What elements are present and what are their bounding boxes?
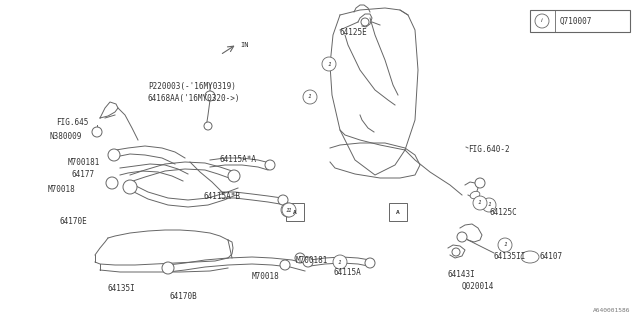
Text: 1: 1	[286, 207, 290, 212]
Text: M70018: M70018	[252, 272, 280, 281]
Text: 64143I: 64143I	[448, 270, 476, 279]
Text: 64125C: 64125C	[490, 208, 518, 217]
Text: 64107: 64107	[540, 252, 563, 261]
Text: FIG.645: FIG.645	[56, 118, 88, 127]
Text: 64177: 64177	[72, 170, 95, 179]
Circle shape	[162, 262, 174, 274]
Circle shape	[123, 180, 137, 194]
Circle shape	[303, 90, 317, 104]
Text: A: A	[396, 210, 400, 214]
Text: Q020014: Q020014	[462, 282, 494, 291]
Circle shape	[473, 196, 487, 210]
Text: 1: 1	[487, 203, 491, 207]
Text: 64115A*A: 64115A*A	[220, 155, 257, 164]
Circle shape	[108, 149, 120, 161]
Text: M700181: M700181	[68, 158, 100, 167]
Text: M70018: M70018	[48, 185, 76, 194]
Circle shape	[361, 18, 369, 26]
Circle shape	[228, 170, 240, 182]
Text: 64135II: 64135II	[494, 252, 526, 261]
Circle shape	[265, 160, 275, 170]
Circle shape	[106, 177, 118, 189]
FancyBboxPatch shape	[530, 10, 630, 32]
Circle shape	[475, 178, 485, 188]
Text: 64115A: 64115A	[334, 268, 362, 277]
Text: 1: 1	[338, 260, 342, 265]
Circle shape	[498, 238, 512, 252]
Circle shape	[278, 195, 288, 205]
Circle shape	[452, 248, 460, 256]
Text: 64125E: 64125E	[340, 28, 368, 37]
Circle shape	[365, 258, 375, 268]
Text: A640001586: A640001586	[593, 308, 630, 313]
Text: 64115A*B: 64115A*B	[204, 192, 241, 201]
Text: P220003(-'16MY0319): P220003(-'16MY0319)	[148, 82, 236, 91]
Circle shape	[322, 57, 336, 71]
Text: i: i	[541, 19, 543, 23]
Text: 1: 1	[327, 61, 331, 67]
Circle shape	[333, 255, 347, 269]
Text: N380009: N380009	[50, 132, 83, 141]
Ellipse shape	[521, 251, 539, 263]
Circle shape	[204, 122, 212, 130]
Circle shape	[282, 203, 296, 217]
Text: 64170E: 64170E	[60, 217, 88, 226]
Circle shape	[482, 198, 496, 212]
Text: IN: IN	[240, 42, 248, 48]
Text: 64170B: 64170B	[170, 292, 198, 301]
Text: 64135I: 64135I	[108, 284, 136, 293]
Circle shape	[281, 203, 295, 217]
Text: A: A	[293, 210, 297, 214]
Text: FIG.640-2: FIG.640-2	[468, 145, 509, 154]
Circle shape	[303, 257, 313, 267]
Text: 64168AA('16MY0320->): 64168AA('16MY0320->)	[148, 94, 241, 103]
Text: 1: 1	[308, 94, 312, 100]
Circle shape	[535, 14, 549, 28]
Text: 1: 1	[287, 207, 291, 212]
FancyBboxPatch shape	[389, 203, 407, 221]
Text: M700181: M700181	[296, 256, 328, 265]
Circle shape	[205, 91, 215, 101]
Text: 1: 1	[478, 201, 482, 205]
Circle shape	[280, 260, 290, 270]
Text: Q710007: Q710007	[560, 17, 593, 26]
Circle shape	[457, 232, 467, 242]
Circle shape	[295, 253, 305, 263]
Text: 1: 1	[503, 243, 507, 247]
Ellipse shape	[470, 191, 480, 199]
Circle shape	[92, 127, 102, 137]
FancyBboxPatch shape	[286, 203, 304, 221]
